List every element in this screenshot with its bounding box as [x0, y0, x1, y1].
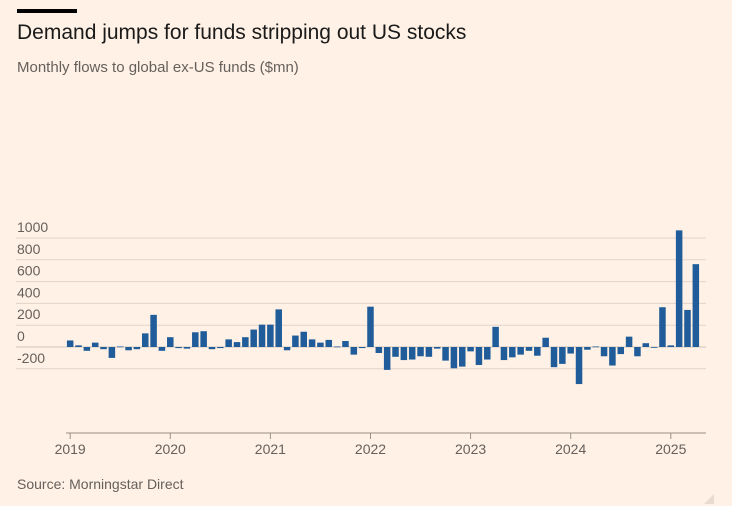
bar-month-39 — [392, 347, 399, 357]
bar-month-36 — [367, 306, 374, 347]
corner-fold — [704, 494, 714, 504]
bar-month-5 — [108, 347, 116, 358]
y-tick-label: 1000 — [17, 219, 48, 235]
bar-month-73 — [675, 230, 683, 347]
bar-month-22 — [250, 329, 257, 347]
bar-month-63 — [592, 346, 599, 348]
bar-month-24 — [267, 324, 274, 347]
bar-month-33 — [342, 341, 349, 347]
bar-month-37 — [375, 347, 383, 353]
bar-month-17 — [208, 347, 216, 350]
bar-month-14 — [183, 347, 191, 349]
bar-month-46 — [450, 347, 458, 369]
x-tick-label: 2024 — [555, 441, 586, 457]
bar-month-13 — [175, 347, 182, 349]
bar-month-42 — [417, 347, 424, 357]
x-tick-label: 2023 — [455, 441, 486, 457]
bar-month-34 — [350, 347, 358, 355]
bar-month-12 — [167, 337, 174, 347]
bar-month-27 — [292, 335, 299, 347]
bar-month-41 — [408, 347, 416, 360]
bar-month-16 — [200, 331, 207, 347]
bar-month-11 — [158, 347, 166, 351]
bar-month-51 — [492, 326, 499, 347]
bar-month-69 — [642, 343, 650, 347]
bar-month-65 — [609, 347, 616, 366]
bar-layer — [66, 230, 700, 385]
y-tick-label: 600 — [17, 263, 41, 279]
bar-month-40 — [400, 347, 408, 361]
y-tick-label: 400 — [17, 284, 41, 300]
bar-month-74 — [684, 309, 691, 347]
bar-month-26 — [283, 347, 291, 351]
bar-month-28 — [300, 331, 308, 347]
bar-month-6 — [116, 346, 124, 348]
bar-month-10 — [150, 314, 157, 347]
bar-month-0 — [66, 340, 74, 347]
bar-month-3 — [91, 342, 99, 347]
bar-month-64 — [600, 347, 608, 357]
bar-month-25 — [275, 309, 282, 347]
bar-month-35 — [358, 347, 366, 349]
bar-month-30 — [317, 342, 324, 347]
y-tick-label: -200 — [17, 350, 45, 366]
bar-month-29 — [308, 339, 316, 347]
bar-month-58 — [550, 347, 558, 368]
bar-month-57 — [542, 337, 549, 347]
bar-month-48 — [467, 347, 474, 352]
bar-month-15 — [192, 332, 199, 347]
bar-month-8 — [133, 347, 141, 350]
bar-month-54 — [517, 347, 524, 355]
bar-month-20 — [233, 342, 241, 347]
bar-month-32 — [333, 346, 341, 348]
x-tick-label: 2021 — [255, 441, 286, 457]
bar-month-9 — [141, 333, 149, 347]
bar-month-45 — [442, 347, 449, 361]
x-tick-label: 2019 — [55, 441, 86, 457]
bar-month-62 — [584, 347, 591, 350]
bar-month-18 — [217, 347, 224, 349]
bar-month-49 — [475, 347, 483, 365]
bar-month-66 — [617, 347, 625, 355]
bar-month-47 — [458, 347, 466, 367]
bar-month-23 — [258, 324, 266, 347]
x-tick-label: 2020 — [155, 441, 186, 457]
bar-month-38 — [383, 347, 391, 370]
bar-month-4 — [100, 347, 107, 350]
source-note: Source: Morningstar Direct — [17, 476, 184, 492]
bar-month-71 — [659, 307, 666, 347]
bar-month-61 — [575, 347, 583, 385]
bar-month-75 — [692, 264, 700, 347]
title-accent-bar — [17, 9, 77, 13]
bar-month-55 — [525, 347, 533, 351]
bar-month-31 — [325, 339, 333, 347]
bar-month-44 — [433, 347, 441, 349]
bar-month-68 — [634, 347, 641, 357]
bar-month-53 — [509, 347, 516, 358]
x-tick-label: 2022 — [355, 441, 386, 457]
bar-month-70 — [650, 347, 658, 348]
bar-month-67 — [625, 336, 633, 347]
axis-layer: -200 0 200 400 600 800 1000 2019 2020 2021 2022 202… — [17, 219, 706, 457]
bar-month-2 — [83, 347, 91, 351]
bar-month-52 — [500, 347, 508, 361]
y-tick-label: 0 — [17, 328, 25, 344]
bar-month-1 — [75, 345, 82, 347]
bar-month-50 — [484, 347, 491, 360]
chart-subtitle: Monthly flows to global ex-US funds ($mn… — [17, 59, 299, 76]
bar-month-19 — [225, 339, 232, 347]
bar-month-56 — [534, 347, 541, 356]
y-tick-label: 200 — [17, 306, 41, 322]
bar-chart: -200 0 200 400 600 800 1000 2019 2020 2021 2022 202… — [16, 219, 706, 457]
bar-month-43 — [425, 347, 433, 357]
bar-month-7 — [125, 347, 132, 351]
bar-month-60 — [567, 347, 574, 354]
bar-month-72 — [667, 345, 675, 347]
bar-month-59 — [559, 347, 566, 364]
chart-title: Demand jumps for funds stripping out US … — [17, 21, 467, 44]
bar-month-21 — [242, 337, 249, 347]
y-tick-label: 800 — [17, 241, 41, 257]
x-tick-label: 2025 — [655, 441, 686, 457]
